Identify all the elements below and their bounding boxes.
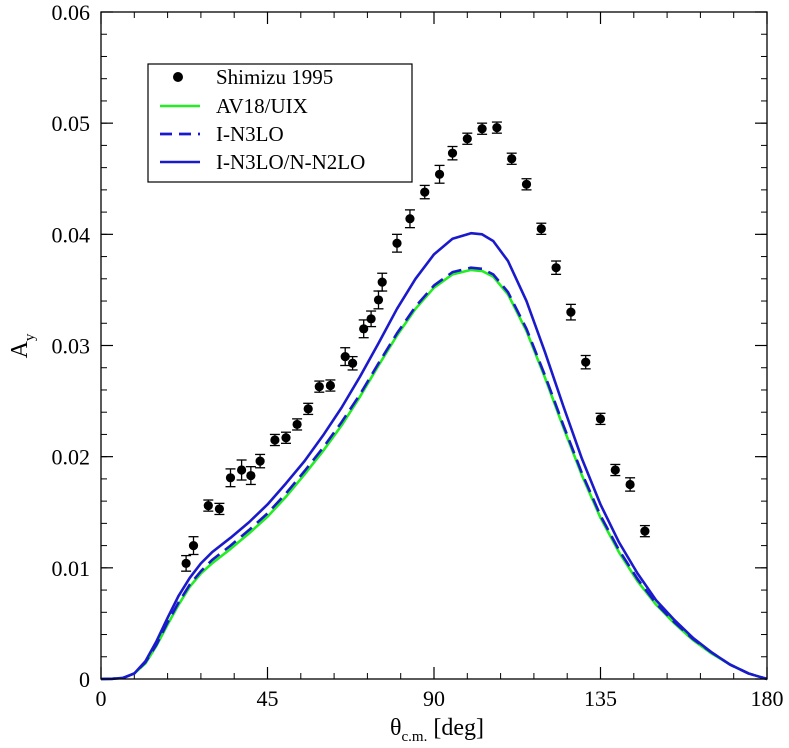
- legend-marker-shimizu-1995: [173, 72, 183, 82]
- y-tick-label: 0.03: [52, 334, 91, 359]
- y-tick-label: 0.02: [52, 445, 91, 470]
- data-point: [303, 404, 313, 414]
- data-point: [492, 123, 502, 133]
- y-tick-label: 0.05: [52, 111, 91, 136]
- x-tick-label: 180: [751, 686, 784, 711]
- tick-labels: 0 45 90 135 180 0 0.01 0.02 0.03 0.04 0.05 0.06: [52, 0, 784, 711]
- data-point: [270, 435, 280, 445]
- series-line-i-n3lo: [100, 266, 768, 681]
- data-point: [610, 465, 620, 475]
- data-point: [566, 307, 576, 317]
- data-point: [314, 382, 324, 392]
- x-axis-label-unit: [deg]: [433, 715, 484, 741]
- y-axis-label-main: A: [7, 340, 33, 358]
- data-point: [507, 154, 517, 164]
- y-tick-label: 0: [79, 667, 90, 692]
- data-point: [640, 526, 650, 536]
- data-point: [325, 380, 335, 391]
- legend-label-shimizu-1995: Shimizu 1995: [216, 65, 333, 89]
- data-point: [420, 187, 430, 197]
- data-point: [203, 500, 213, 511]
- data-point: [359, 324, 369, 334]
- data-point: [366, 314, 376, 324]
- data-point: [340, 352, 350, 362]
- data-point: [625, 479, 635, 490]
- data-point: [434, 169, 445, 179]
- x-axis-label: θc.m. [deg]: [390, 715, 484, 745]
- data-point: [181, 558, 191, 568]
- legend-label-av18-uix: AV18/UIX: [216, 94, 308, 118]
- data-point: [405, 214, 415, 224]
- data-point: [255, 456, 265, 466]
- y-axis-label-sub: y: [22, 333, 38, 341]
- data-point: [246, 470, 256, 481]
- data-point: [477, 124, 487, 134]
- y-axis-label: Ay: [7, 333, 38, 358]
- y-tick-label: 0.06: [52, 0, 91, 25]
- data-point: [392, 238, 402, 248]
- series-layer: [100, 121, 768, 681]
- x-axis-label-main: θ: [390, 715, 402, 741]
- legend-label-i-n3lo: I-N3LO: [216, 122, 284, 146]
- legend: Shimizu 1995 AV18/UIX I-N3LO I-N3LO/N-N2…: [147, 63, 413, 183]
- plot-frame: [100, 11, 768, 680]
- data-point: [214, 504, 224, 514]
- x-tick-label: 90: [423, 686, 445, 711]
- data-point: [377, 277, 387, 287]
- x-axis-label-sub: c.m.: [402, 729, 428, 745]
- data-point: [581, 357, 591, 367]
- data-point: [292, 419, 302, 430]
- x-tick-label: 45: [257, 686, 279, 711]
- series-line-i-n3lo-n-n2lo: [100, 231, 768, 681]
- data-point: [462, 134, 472, 144]
- data-point: [348, 358, 358, 368]
- y-tick-label: 0.04: [52, 222, 91, 247]
- data-point: [595, 414, 606, 424]
- y-tick-label: 0.01: [52, 556, 91, 581]
- x-tick-label: 135: [584, 686, 617, 711]
- series-line-av18-uix: [100, 268, 768, 681]
- data-point: [188, 541, 199, 551]
- data-point: [225, 473, 236, 483]
- data-point: [536, 224, 546, 234]
- data-point: [373, 295, 384, 305]
- data-point: [447, 148, 458, 158]
- data-point: [281, 433, 291, 443]
- x-tick-label: 0: [96, 686, 107, 711]
- data-point: [551, 263, 561, 273]
- legend-label-i-n3lo-n-n2lo: I-N3LO/N-N2LO: [216, 150, 365, 174]
- data-point: [521, 179, 532, 189]
- data-point: [237, 465, 247, 475]
